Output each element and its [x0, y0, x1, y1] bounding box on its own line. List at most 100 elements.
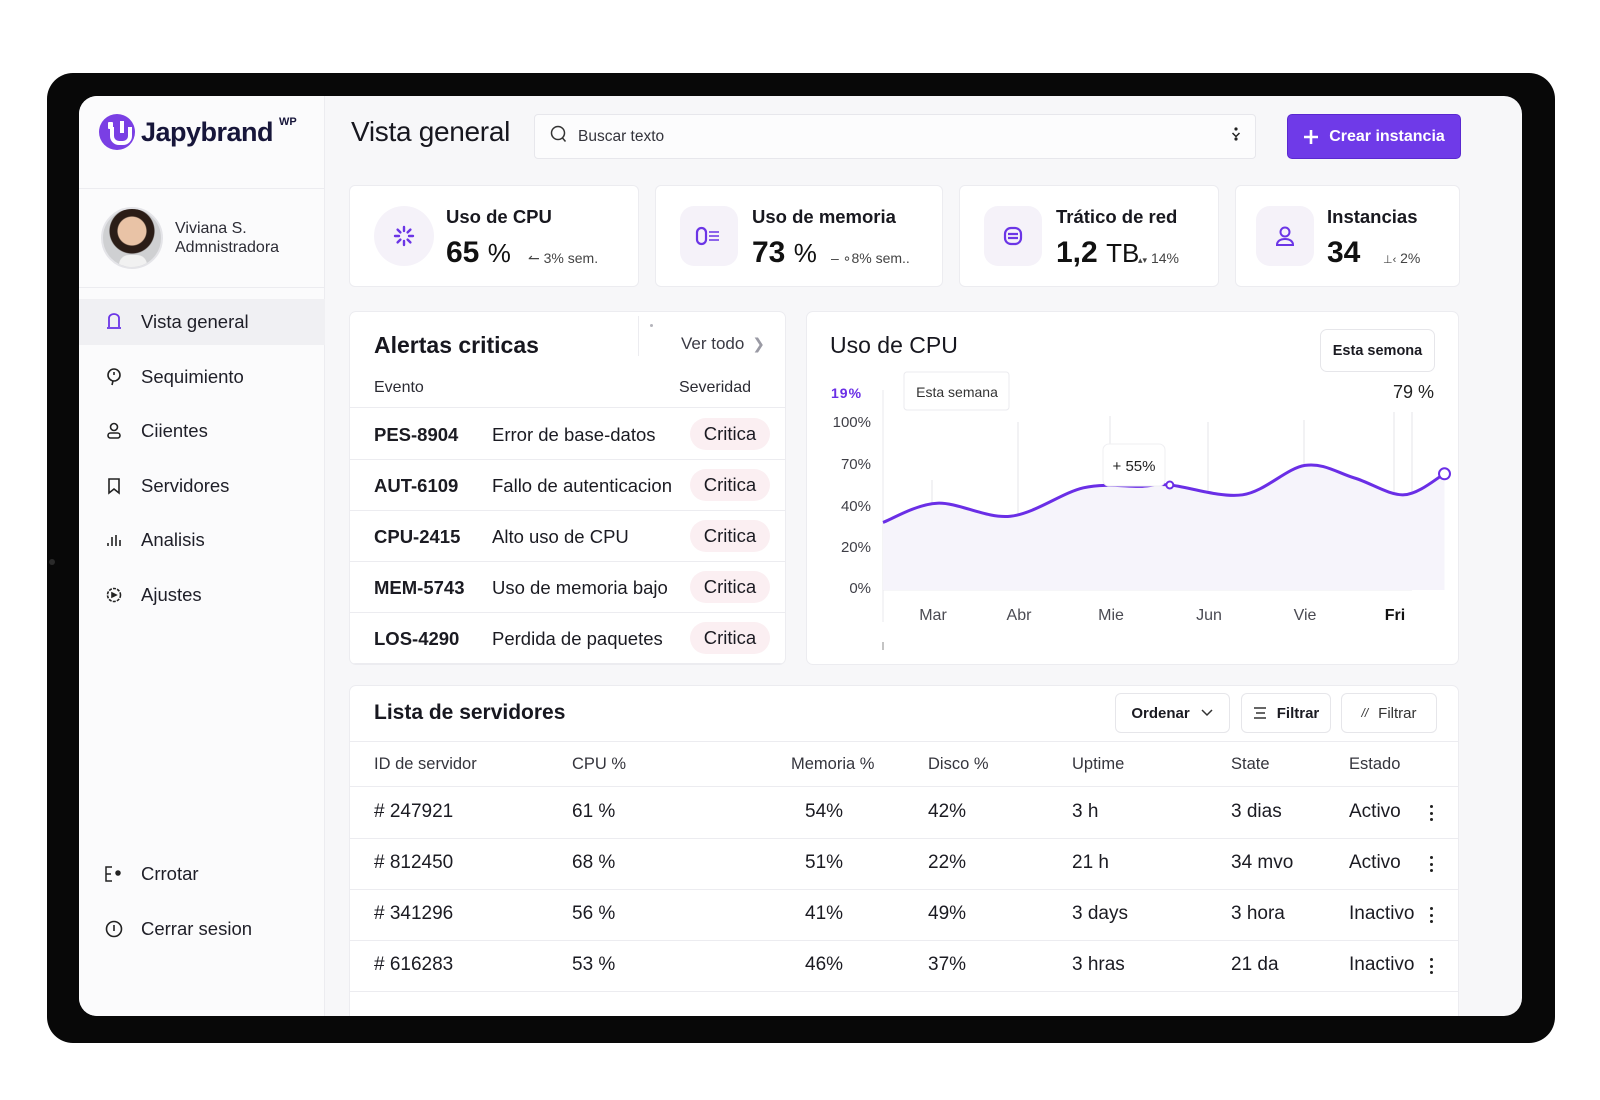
create-instance-button[interactable]: Crear instancia: [1287, 114, 1461, 159]
filter-lines-icon: [1253, 707, 1266, 719]
sidebar-item-crrotar[interactable]: Crrotar: [79, 851, 325, 897]
stat-card-cpu[interactable]: Uso de CPU 65 % ↼ 3% sem.: [349, 185, 639, 287]
alert-row[interactable]: PES-8904 Error de base-datos Critica: [350, 409, 785, 460]
trend-icon: ⊥‹: [1383, 254, 1397, 266]
server-state: 3 hora: [1231, 903, 1285, 924]
search-bar[interactable]: [534, 114, 1256, 159]
sidebar-item-analisis[interactable]: Analisis: [79, 517, 325, 563]
alert-code: MEM-5743: [374, 577, 465, 598]
user-role: Admnistradora: [175, 239, 280, 256]
logout-icon: [103, 918, 125, 940]
y-tick-label: 0%: [849, 580, 871, 597]
settings-icon: [103, 584, 125, 606]
sidebar-item-ajustes[interactable]: Ajustes: [79, 572, 325, 618]
slash-icon: //: [1361, 706, 1369, 720]
device-frame: Japybrand WP Viviana S. Admnistradora Vi…: [47, 73, 1555, 1043]
server-id: # 812450: [374, 852, 454, 873]
more-options-icon[interactable]: [1425, 955, 1437, 977]
stat-label: Uso de CPU: [446, 206, 552, 227]
user-profile[interactable]: Viviana S. Admnistradora: [79, 188, 325, 288]
sort-button[interactable]: Ordenar: [1115, 693, 1230, 733]
filter-button[interactable]: Filtrar: [1241, 693, 1331, 733]
server-id: # 247921: [374, 801, 454, 822]
more-options-icon[interactable]: [1425, 802, 1437, 824]
sidebar-item-label: Crrotar: [141, 863, 199, 884]
sidebar-item-label: Vista general: [141, 311, 249, 332]
sidebar-item-cerrar-sesion[interactable]: Cerrar sesion: [79, 906, 325, 952]
y-tick-label: 70%: [841, 456, 871, 473]
server-state: 21 da: [1231, 954, 1279, 975]
y-tick-label: 20%: [841, 539, 871, 556]
export-icon: [103, 863, 125, 885]
stat-card-memory[interactable]: Uso de memoria 73 % – ∘8% sem..: [655, 185, 943, 287]
server-row[interactable]: # 616283 53 % 46% 37% 3 hras 21 da Inactivo: [350, 941, 1458, 992]
app-screen: Japybrand WP Viviana S. Admnistradora Vi…: [79, 96, 1522, 1016]
page-title: Vista general: [351, 116, 511, 147]
column-header: Uptime: [1072, 755, 1125, 773]
server-uptime: 21 h: [1072, 852, 1109, 873]
server-cpu: 56 %: [572, 903, 616, 924]
more-options-icon[interactable]: [1425, 853, 1437, 875]
camera-dot: [49, 559, 55, 565]
chart-title: Uso de CPU: [830, 332, 958, 358]
x-tick-label: Abr: [1007, 607, 1033, 624]
alert-row[interactable]: LOS-4290 Perdida de paquetes Critica: [350, 613, 785, 664]
server-mem: 54%: [805, 801, 844, 822]
legend-label: Esta semana: [916, 384, 998, 400]
column-header: Memoria %: [791, 755, 875, 773]
servers-title: Lista de servidores: [374, 701, 566, 724]
stat-value: 34: [1327, 236, 1361, 269]
alert-code: CPU-2415: [374, 526, 461, 547]
alert-row[interactable]: CPU-2415 Alto uso de CPU Critica: [350, 511, 785, 562]
alert-row[interactable]: AUT-6109 Fallo de autenticacion Critica: [350, 460, 785, 511]
servers-table-header: ID de servidor CPU % Memoria % Disco % U…: [350, 741, 1458, 787]
view-all-link[interactable]: Ver todo ❯: [681, 334, 765, 353]
tooltip-box: [1102, 443, 1166, 487]
sidebar-item-ciientes[interactable]: Ciientes: [79, 408, 325, 454]
server-cpu: 68 %: [572, 852, 616, 873]
alert-description: Error de base-datos: [492, 424, 656, 445]
server-row[interactable]: # 247921 61 % 54% 42% 3 h 3 dias Activo: [350, 788, 1458, 839]
location-pin-icon: [103, 366, 125, 388]
server-disk: 22%: [928, 852, 967, 873]
server-row[interactable]: # 341296 56 % 41% 49% 3 days 3 hora Inactivo: [350, 890, 1458, 941]
stat-card-network[interactable]: Trático de red 1,2 TB ▴▾ 14%: [959, 185, 1219, 287]
brand-logo[interactable]: Japybrand WP: [99, 114, 297, 150]
user-icon: [1256, 206, 1314, 266]
server-disk: 49%: [928, 903, 967, 924]
alert-row[interactable]: MEM-5743 Uso de memoria bajo Critica: [350, 562, 785, 613]
server-uptime: 3 days: [1072, 903, 1128, 924]
sidebar: Japybrand WP Viviana S. Admnistradora Vi…: [79, 96, 325, 1016]
column-header: Disco %: [928, 755, 989, 773]
x-tick-label: Mie: [1098, 607, 1124, 624]
brand-name: Japybrand: [141, 116, 274, 147]
stat-delta: – ∘8% sem..: [831, 250, 910, 266]
sidebar-item-sequimiento[interactable]: Sequimiento: [79, 354, 325, 400]
search-input[interactable]: [578, 127, 1222, 146]
voice-search-icon[interactable]: [1231, 126, 1241, 147]
stat-card-instances[interactable]: Instancias 34 ⊥‹ 2%: [1235, 185, 1460, 287]
column-header: State: [1231, 755, 1270, 773]
more-options-icon[interactable]: [1425, 904, 1437, 926]
stat-delta: ↼ 3% sem.: [528, 250, 599, 266]
sidebar-item-vista-general[interactable]: Vista general: [79, 299, 325, 345]
severity-badge: Critica: [690, 418, 770, 450]
spinner-icon: [374, 206, 434, 266]
filter-secondary-button[interactable]: // Filtrar: [1341, 693, 1437, 733]
stat-label: Uso de memoria: [752, 206, 896, 227]
sidebar-item-servidores[interactable]: Servidores: [79, 463, 325, 509]
server-state: 34 mvo: [1231, 852, 1294, 873]
plus-icon: [1304, 129, 1319, 144]
y-tick-label: 100%: [833, 414, 871, 431]
data-point: [1165, 480, 1175, 490]
server-id: # 341296: [374, 903, 454, 924]
period-select-button[interactable]: Esta semona: [1320, 329, 1435, 372]
bell-icon: [103, 311, 125, 333]
sidebar-item-label: Analisis: [141, 529, 205, 550]
server-row[interactable]: # 812450 68 % 51% 22% 21 h 34 mvo Activo: [350, 839, 1458, 890]
sidebar-item-label: Sequimiento: [141, 365, 244, 387]
stat-value: 73 %: [752, 236, 817, 269]
stat-value: 1,2 TB: [1056, 236, 1140, 269]
chevron-down-icon: [1201, 709, 1213, 717]
area-fill: [883, 464, 1445, 590]
